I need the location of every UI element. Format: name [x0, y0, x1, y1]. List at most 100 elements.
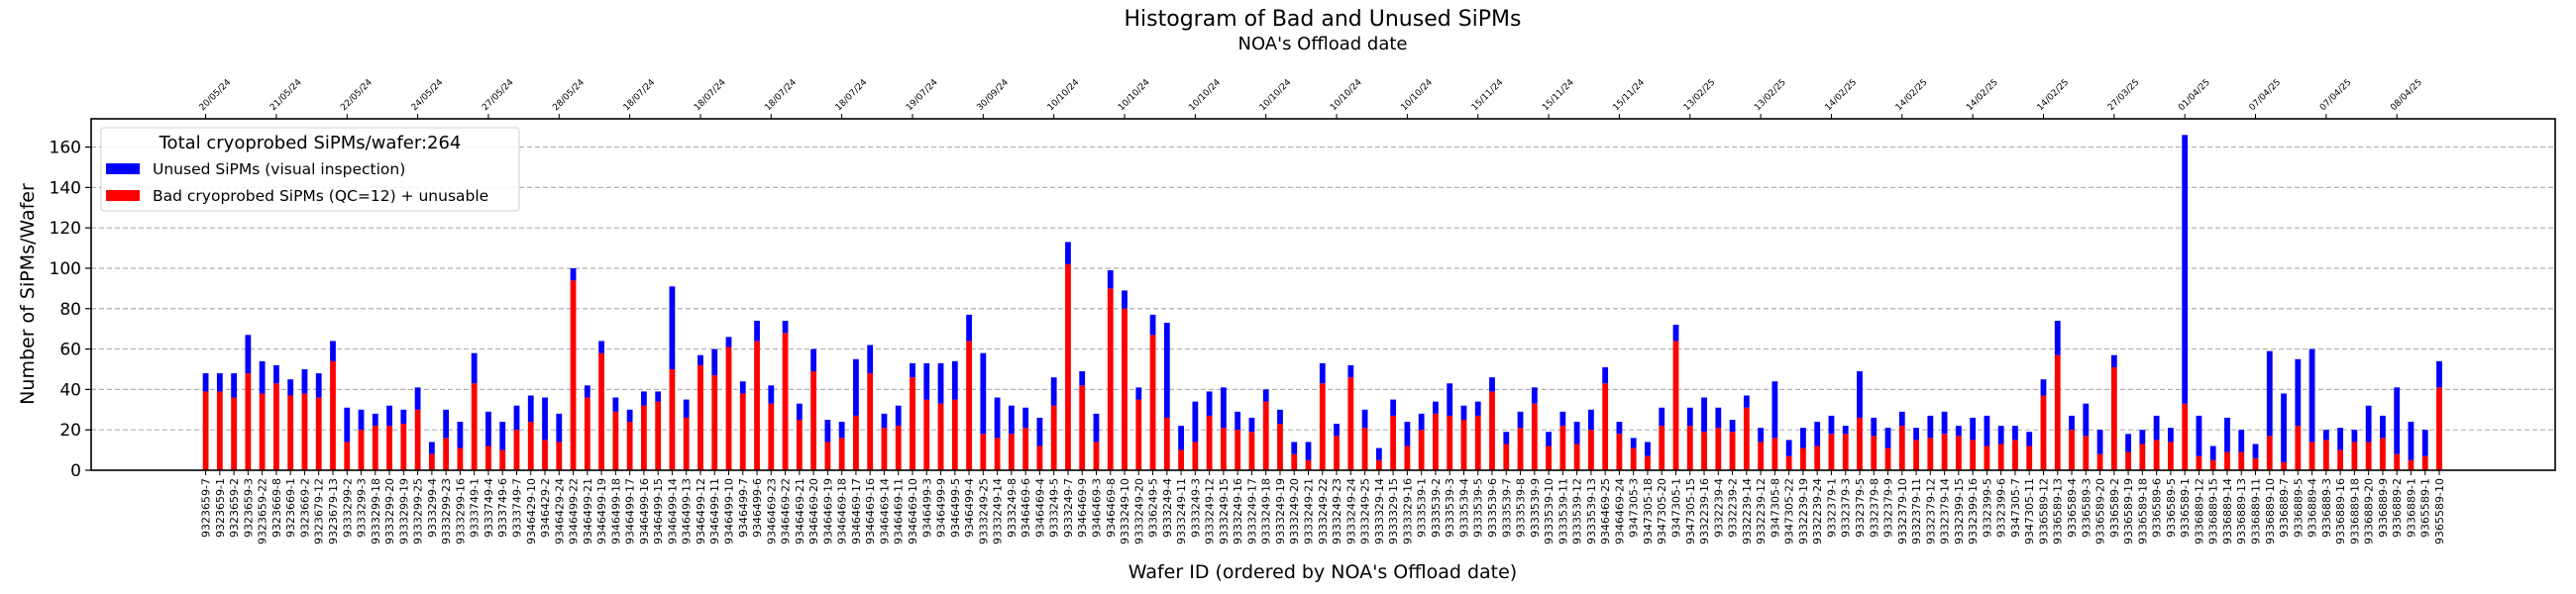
bar-unused: [556, 413, 563, 443]
bar-unused: [1234, 411, 1241, 431]
bar-bad: [1517, 428, 1524, 470]
bar-bad: [739, 393, 746, 470]
top-tick-label: 08/04/25: [2389, 77, 2424, 113]
bar-bad: [1079, 385, 1086, 470]
x-tick-label: 9333539-13: [1585, 478, 1598, 544]
bar-bad: [2139, 444, 2146, 470]
bar-unused: [301, 368, 308, 394]
bar-bad: [414, 409, 421, 470]
bar-bad: [1050, 405, 1057, 470]
bar-unused: [867, 345, 874, 374]
x-tick-label: 9346499-9: [935, 478, 948, 538]
y-tick-label: 0: [70, 461, 81, 481]
bar-unused: [400, 409, 407, 425]
x-tick-label: 9333249-12: [1204, 478, 1217, 544]
bar-bad: [853, 415, 859, 470]
x-tick-label: 9332379-3: [1840, 478, 1853, 538]
x-tick-label: 9332239-12: [1755, 478, 1768, 544]
bar-unused: [994, 397, 1001, 439]
bar-bad: [1248, 432, 1255, 470]
bar-bad: [1460, 419, 1467, 470]
y-tick-label: 120: [50, 219, 81, 239]
x-tick-label: 9336889-16: [2334, 478, 2347, 544]
y-tick-label: 20: [59, 421, 81, 441]
bar-bad: [2012, 440, 2018, 470]
bar-bad: [2394, 453, 2401, 470]
x-tick-label: 9346469-8: [1105, 478, 1118, 538]
bar-bad: [1093, 442, 1100, 470]
x-tick-label: 9346469-19: [821, 478, 834, 544]
x-tick-label: 9336589-18: [2136, 478, 2149, 544]
x-tick-label: 9332399-5: [1981, 478, 1993, 538]
bar-bad: [1997, 444, 2004, 470]
bar-unused: [2069, 415, 2075, 431]
top-tick-label: 10/10/24: [1399, 77, 1435, 113]
bar-unused: [2209, 446, 2216, 460]
top-tick-label: 13/02/25: [1682, 77, 1718, 113]
x-tick-label: 9346469-16: [864, 478, 877, 544]
bar-unused: [1418, 413, 1425, 431]
x-tick-label: 9336249-5: [1147, 478, 1160, 538]
bar-unused: [640, 391, 647, 406]
bar-unused: [1531, 387, 1538, 404]
y-axis-ticks: 0 20 40 60 80 100 120 140 160: [50, 139, 91, 481]
bar-bad: [1178, 449, 1185, 470]
bar-bad: [711, 375, 718, 470]
bar-unused: [1036, 417, 1043, 446]
bar-unused: [259, 360, 266, 394]
x-tick-label: 9323679-13: [327, 478, 340, 544]
top-tick-label: 13/02/25: [1753, 77, 1788, 113]
bar-unused: [245, 335, 252, 374]
bar-unused: [1135, 387, 1142, 400]
bar-bad: [527, 422, 534, 470]
top-axis-label: NOA's Offload date: [1237, 34, 1407, 54]
bar-unused: [1701, 397, 1707, 433]
bar-bad: [1701, 432, 1707, 470]
bar-unused: [1729, 419, 1736, 433]
x-tick-label: 9365589-10: [2433, 478, 2446, 544]
bar-unused: [273, 364, 279, 384]
top-tick-label: 10/10/24: [1117, 77, 1152, 113]
top-tick-label: 10/10/24: [1258, 77, 1294, 113]
bar-bad: [2209, 459, 2216, 470]
bar-bad: [810, 371, 817, 470]
x-tick-label: 9333539-11: [1556, 478, 1569, 544]
bar-unused: [386, 405, 392, 427]
x-tick-label: 9333749-6: [496, 478, 509, 538]
y-tick-label: 160: [50, 139, 81, 158]
bar-bad: [1984, 446, 1990, 470]
x-tick-label: 9333539-10: [1543, 478, 1556, 544]
bar-unused: [1361, 409, 1368, 429]
x-tick-label: 9333249-16: [1232, 478, 1244, 544]
x-tick-label: 9336589-1: [2179, 478, 2192, 538]
x-tick-label: 9336889-1: [2405, 478, 2417, 538]
bar-bad: [2252, 457, 2259, 470]
x-tick-label: 9333749-4: [483, 478, 495, 538]
x-tick-label: 9346499-7: [737, 478, 750, 538]
bar-unused: [1941, 411, 1948, 435]
x-tick-label: 9332379-14: [1939, 478, 1952, 544]
legend: Total cryoprobed SiPMs/wafer:264 Unused …: [100, 127, 520, 212]
top-tick-label: 18/07/24: [834, 77, 870, 113]
x-tick-label: 9346499-6: [751, 478, 764, 538]
bar-bad: [1884, 447, 1891, 470]
bar-unused: [1305, 442, 1312, 460]
x-tick-label: 9333329-14: [1373, 478, 1386, 544]
bar-bad: [1291, 453, 1298, 470]
bar-unused: [2182, 135, 2189, 404]
bar-unused: [513, 405, 520, 431]
bar-unused: [1008, 405, 1015, 435]
x-tick-label: 9323659-22: [257, 478, 269, 544]
bar-unused: [711, 348, 718, 376]
bar-unused: [1503, 432, 1510, 445]
bar-bad: [1659, 426, 1665, 470]
bar-unused: [612, 397, 619, 412]
bar-bad: [2196, 455, 2202, 470]
bar-bad: [626, 422, 633, 470]
bar-bad: [1375, 459, 1382, 470]
bar-bad: [1785, 455, 1792, 470]
x-tick-label: 9332379-9: [1882, 478, 1895, 538]
bar-bad: [1107, 288, 1114, 470]
bar-unused: [1022, 407, 1029, 429]
bar-bad: [584, 397, 590, 470]
